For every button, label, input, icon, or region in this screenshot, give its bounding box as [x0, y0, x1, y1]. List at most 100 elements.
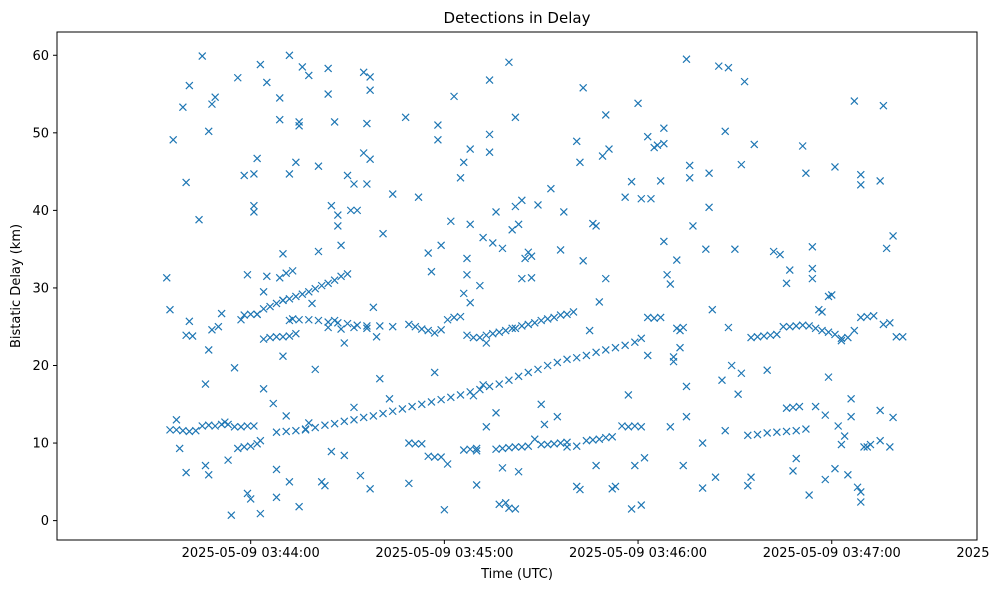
data-point [253, 310, 262, 319]
data-point [388, 407, 397, 416]
data-point [304, 418, 313, 427]
data-point [188, 332, 197, 340]
data-point [627, 505, 636, 513]
data-point [466, 145, 475, 154]
data-point [253, 154, 262, 163]
data-point [482, 422, 491, 431]
data-point [682, 55, 691, 64]
data-point [433, 135, 442, 144]
data-point [291, 158, 300, 167]
data-point [785, 322, 794, 331]
data-point [485, 76, 494, 85]
data-point [369, 411, 378, 420]
data-point [605, 145, 613, 154]
data-point [563, 443, 571, 451]
data-point [353, 206, 362, 215]
data-point [630, 422, 639, 430]
data-point [811, 324, 820, 333]
data-point [505, 58, 513, 67]
data-point [511, 443, 520, 451]
data-point [430, 328, 439, 337]
data-point [630, 461, 639, 470]
data-point [524, 368, 533, 377]
data-point [427, 398, 436, 406]
data-point [385, 394, 394, 403]
data-point [353, 321, 362, 330]
data-point [801, 425, 810, 434]
data-point [850, 326, 859, 335]
data-point [372, 332, 381, 341]
data-point [437, 395, 446, 404]
data-point [366, 86, 375, 95]
data-point [863, 312, 872, 321]
data-point [511, 324, 520, 333]
data-point [217, 309, 226, 318]
data-point [856, 170, 865, 179]
data-point [550, 439, 559, 448]
data-point [572, 137, 581, 146]
data-point [166, 305, 174, 314]
data-point [588, 219, 597, 228]
data-point [285, 332, 294, 340]
data-point [256, 436, 265, 445]
data-point [475, 333, 484, 342]
data-point [782, 404, 791, 413]
data-point [282, 269, 291, 278]
data-point [314, 162, 323, 171]
data-point [643, 132, 652, 141]
data-point [272, 428, 281, 437]
data-point [669, 357, 678, 366]
data-point [782, 279, 791, 288]
data-point [753, 332, 762, 341]
data-point [879, 101, 888, 110]
data-point [456, 391, 465, 399]
data-point [230, 363, 239, 372]
data-point [466, 445, 475, 454]
data-point [601, 433, 610, 442]
data-point [172, 425, 181, 434]
data-point [324, 323, 333, 332]
data-point [831, 464, 839, 473]
data-point [346, 206, 355, 215]
data-point [424, 452, 433, 461]
data-point [860, 443, 868, 451]
data-point [291, 329, 300, 338]
data-point [485, 148, 494, 157]
data-point [647, 194, 655, 203]
data-point [505, 504, 513, 513]
data-point [556, 439, 565, 447]
data-point [853, 483, 862, 492]
data-point [527, 252, 536, 261]
data-point [285, 294, 294, 303]
data-point [592, 221, 601, 230]
data-point [249, 208, 258, 216]
data-point [272, 465, 281, 474]
data-point [743, 481, 752, 490]
data-point [301, 425, 310, 434]
data-point [576, 158, 584, 167]
data-point [246, 494, 255, 503]
data-point [440, 505, 449, 514]
data-point [540, 420, 549, 429]
data-point [779, 322, 788, 331]
data-point [698, 484, 707, 492]
data-point [275, 273, 284, 282]
data-point [369, 303, 378, 312]
data-point [366, 484, 375, 493]
data-point [314, 247, 323, 256]
data-point [611, 343, 620, 352]
data-point [350, 415, 358, 424]
data-point [430, 368, 439, 377]
data-point [191, 426, 200, 435]
data-point [637, 501, 646, 510]
data-point [208, 100, 216, 109]
data-point [404, 320, 413, 329]
data-point [198, 52, 207, 60]
data-point [459, 446, 468, 454]
data-point [847, 412, 856, 421]
data-point [643, 313, 652, 322]
data-point [679, 323, 688, 332]
data-point [249, 201, 258, 210]
data-point [227, 511, 236, 520]
data-point [808, 264, 817, 273]
